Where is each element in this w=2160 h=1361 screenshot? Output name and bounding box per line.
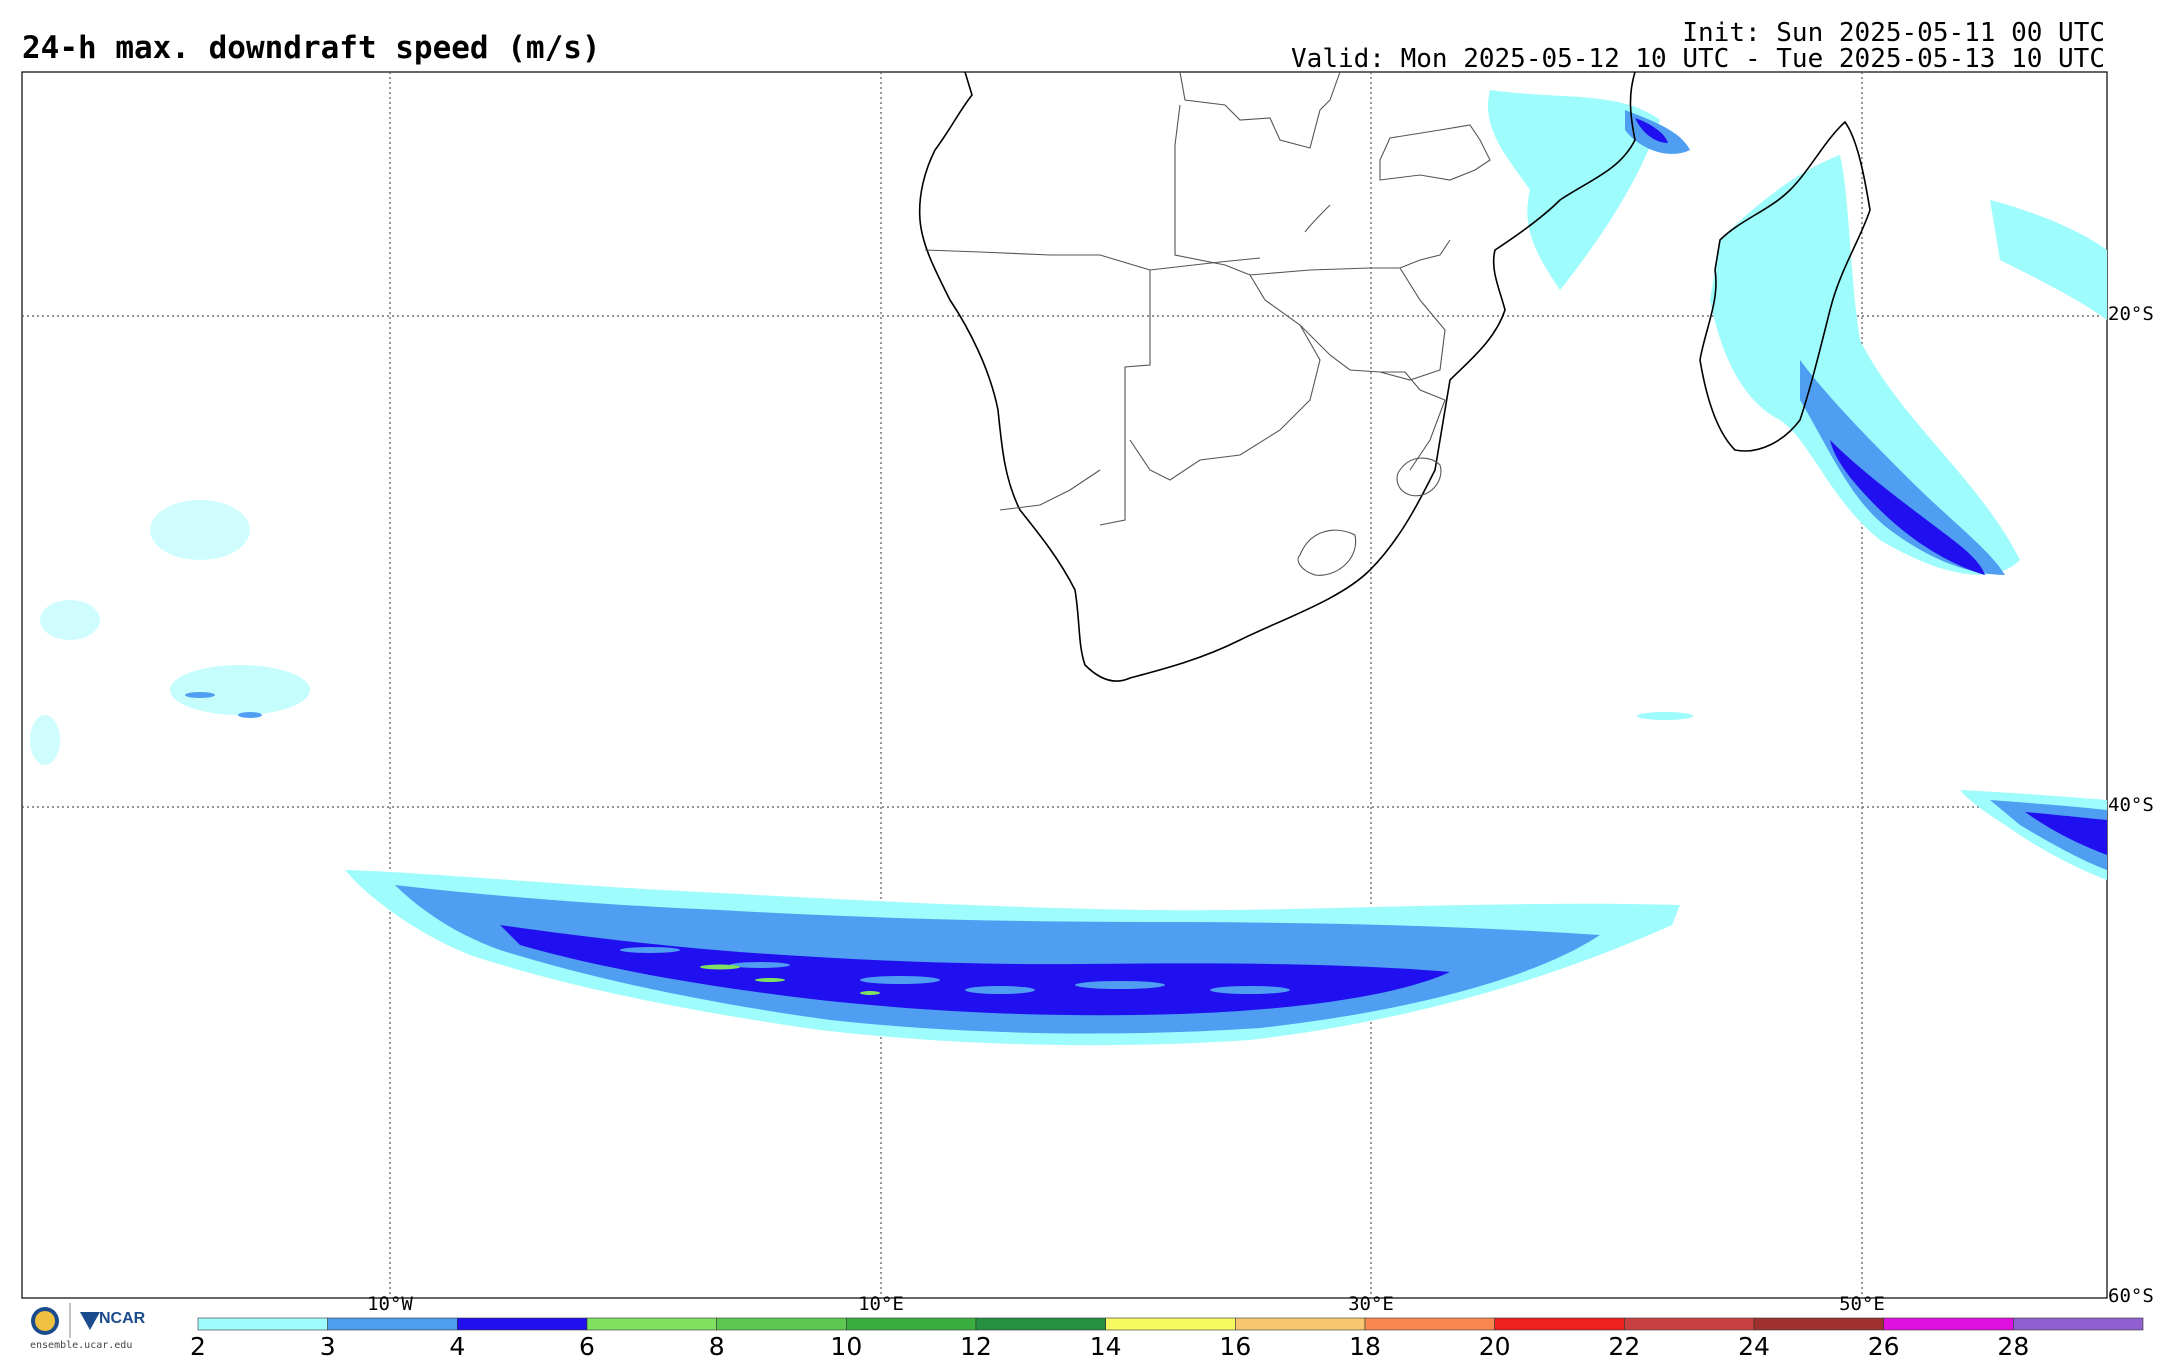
lat-label-60s: 60°S — [2108, 1285, 2154, 1307]
colorbar-tick-label: 28 — [1997, 1332, 2030, 1361]
colorbar-tick-label: 2 — [190, 1332, 206, 1361]
colorbar-tick-label: 10 — [830, 1332, 863, 1361]
colorbar-tick-label: 12 — [960, 1332, 992, 1361]
lon-label-10e: 10°E — [858, 1293, 904, 1315]
colorbar-swatch — [975, 1317, 1106, 1331]
colorbar-tick-label: 22 — [1608, 1332, 1641, 1361]
colorbar-swatch — [327, 1317, 458, 1331]
colorbar-swatch — [1494, 1317, 1625, 1331]
colorbar — [197, 1317, 2144, 1331]
colorbar-tick-label: 14 — [1089, 1332, 1122, 1361]
colorbar-tick-label: 3 — [319, 1332, 336, 1361]
colorbar-swatch — [1364, 1317, 1495, 1331]
nsf-ncar-logo — [31, 1303, 100, 1338]
colorbar-swatch — [1235, 1317, 1366, 1331]
colorbar-tick-label: 6 — [579, 1332, 595, 1361]
colorbar-tick-label: 24 — [1738, 1332, 1770, 1361]
lon-label-10w: 10°W — [367, 1293, 413, 1315]
colorbar-swatch — [457, 1317, 588, 1331]
lon-label-30e: 30°E — [1348, 1293, 1394, 1315]
graticule — [22, 72, 2107, 1298]
colorbar-swatch — [1883, 1317, 2014, 1331]
downdraft-band-east — [1637, 712, 2107, 880]
africa-coast — [918, 71, 1636, 682]
colorbar-swatch — [197, 1317, 328, 1331]
colorbar-tick-label: 8 — [708, 1332, 725, 1361]
valid-time: Valid: Mon 2025-05-12 10 UTC - Tue 2025-… — [1291, 44, 2105, 74]
downdraft-madagascar — [1488, 90, 2107, 575]
colorbar-swatch — [1624, 1317, 1755, 1331]
colorbar-swatch — [1753, 1317, 1884, 1331]
lat-label-20s: 20°S — [2108, 303, 2154, 325]
colorbar-tick-label: 26 — [1867, 1332, 1900, 1361]
colorbar-tick-label: 4 — [449, 1332, 466, 1361]
colorbar-swatch — [846, 1317, 977, 1331]
ncar-wordmark: NCAR — [99, 1310, 146, 1327]
lat-label-40s: 40°S — [2108, 794, 2154, 816]
country-borders — [924, 71, 1491, 576]
ncar-logo-icon — [80, 1312, 100, 1330]
downdraft-west-scatter — [30, 500, 310, 765]
colorbar-swatch — [1105, 1317, 1236, 1331]
downdraft-band-south — [345, 870, 1680, 1046]
coastlines — [918, 71, 1871, 682]
colorbar-tick-label: 16 — [1219, 1332, 1252, 1361]
logo-url: ensemble.ucar.edu — [30, 1340, 133, 1351]
colorbar-swatch — [2013, 1317, 2144, 1331]
init-time: Init: Sun 2025-05-11 00 UTC — [1682, 18, 2105, 48]
madagascar-coast — [1699, 120, 1871, 452]
map-title: 24-h max. downdraft speed (m/s) — [22, 30, 601, 66]
colorbar-tick-label: 20 — [1478, 1332, 1511, 1361]
forecast-times: Init: Sun 2025-05-11 00 UTC Valid: Mon 2… — [1291, 20, 2105, 72]
colorbar-swatch — [716, 1317, 847, 1331]
colorbar-tick-label: 18 — [1349, 1332, 1381, 1361]
colorbar-swatch — [586, 1317, 717, 1331]
lon-label-50e: 50°E — [1839, 1293, 1885, 1315]
